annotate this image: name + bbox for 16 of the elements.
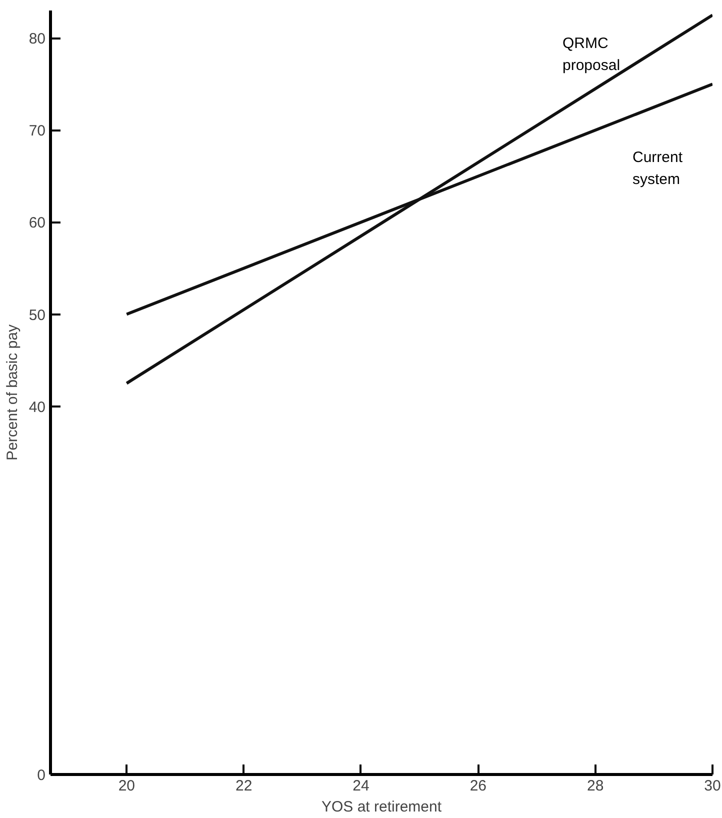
text: Current system: [632, 149, 684, 188]
y-tick-label: 40: [28, 398, 46, 416]
y-axis-title: Percent of basic pay: [4, 324, 21, 460]
y-tick-label: 80: [28, 30, 46, 48]
y-tick-label: 0: [37, 767, 46, 784]
y-tick-label: 70: [28, 122, 46, 140]
x-tick-label: 26: [470, 778, 487, 794]
y-tick-label: 60: [28, 214, 46, 232]
x-tick-label: 30: [704, 778, 721, 794]
y-tick-label: 50: [28, 306, 46, 324]
x-tick-label: 20: [118, 778, 136, 794]
x-tick-label: 22: [235, 778, 252, 794]
x-tick-label: 28: [586, 778, 604, 794]
x-axis-title: YOS at retirement: [321, 798, 442, 816]
series-label: QRMC proposal: [562, 35, 620, 74]
x-tick-label: 24: [352, 778, 370, 794]
